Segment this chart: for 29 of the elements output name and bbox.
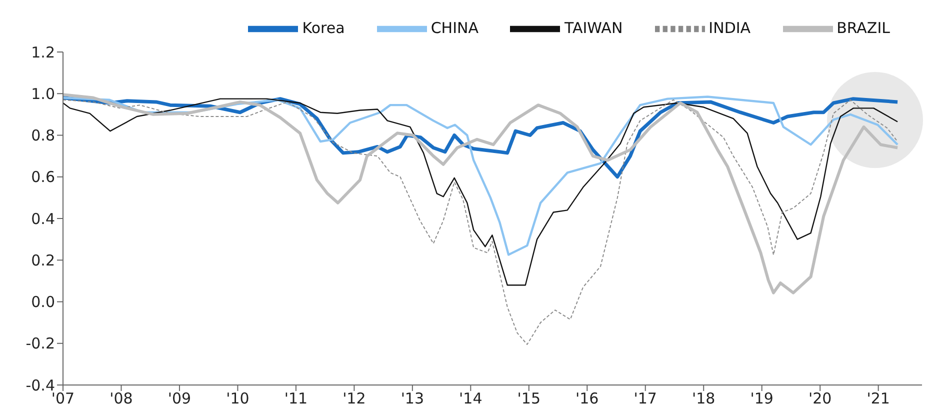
y-tick-label: 0.0 [31,293,55,312]
x-tick-label: '21 [866,390,890,408]
x-tick-label: '17 [634,390,657,408]
x-tick-label: '16 [576,390,599,408]
x-tick-label: '13 [400,390,424,408]
line-series [63,96,899,256]
x-tick-label: '18 [692,390,716,408]
y-tick-label: 0.8 [31,126,55,145]
x-tick-label: '08 [110,390,133,408]
x-tick-label: '20 [808,390,832,408]
legend-label: BRAZIL [836,19,890,38]
y-tick-label: 0.2 [31,251,55,270]
x-tick-label: '09 [168,390,192,408]
y-tick-label: 0.4 [31,210,55,228]
x-tick-label: '11 [284,390,308,408]
x-tick-label: '19 [750,390,774,408]
legend-label: TAIWAN [564,19,623,38]
y-tick-label: 1.2 [31,43,55,62]
y-tick-label: -0.2 [26,334,55,353]
legend-label: Korea [302,19,345,38]
y-tick-label: 1.0 [31,84,55,103]
x-tick-label: '12 [342,390,366,408]
legend-label: INDIA [708,19,751,38]
x-tick-label: '10 [226,390,250,408]
x-tick-label: '14 [459,390,482,408]
x-tick-label: '15 [517,390,541,408]
y-tick-label: 0.6 [31,168,55,186]
line-series [63,99,898,345]
legend-label: CHINA [430,19,478,38]
